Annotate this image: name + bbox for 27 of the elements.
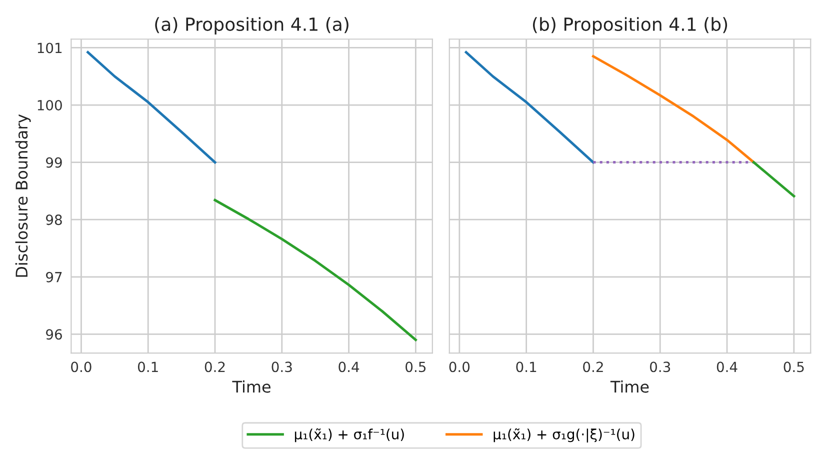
y-tick-label: 97 [46,272,62,282]
y-tick-label: 99 [46,157,62,168]
chart-title: (b) Proposition 4.1 (b) [532,17,728,35]
x-tick-label: 0.5 [784,362,804,372]
x-tick-label: 0.2 [204,362,225,372]
y-axis-title: Disclosure Boundary [15,114,31,277]
x-tick-label: 0.2 [583,362,603,372]
x-tick-label: 0.1 [138,362,158,372]
x-tick-label: 0.5 [406,362,426,372]
x-tick-label: 0.4 [338,362,360,372]
x-tick-label: 0.3 [650,362,670,372]
y-tick-label: 101 [38,42,62,54]
x-axis-title: Time [610,380,649,393]
x-tick-label: 0.3 [272,362,292,372]
legend-label: μ₁(x̃₁) + σ₁f⁻¹(u) [294,428,404,442]
x-tick-label: 0.1 [516,362,536,372]
x-axis-title: Time [232,380,270,393]
chart-title: (a) Proposition 4.1 (a) [155,17,348,35]
x-tick-label: 0.4 [716,362,738,372]
y-tick-label: 100 [38,100,62,110]
legend-label: μ₁(x̃₁) + σ₁g(·|ξ)⁻¹(u) [494,428,634,442]
x-tick-label: 0.0 [71,362,92,372]
y-tick-label: 96 [46,329,62,340]
y-tick-label: 98 [46,214,62,226]
x-tick-label: 0.0 [449,362,470,372]
line-series [86,51,216,164]
line-series [214,198,417,342]
